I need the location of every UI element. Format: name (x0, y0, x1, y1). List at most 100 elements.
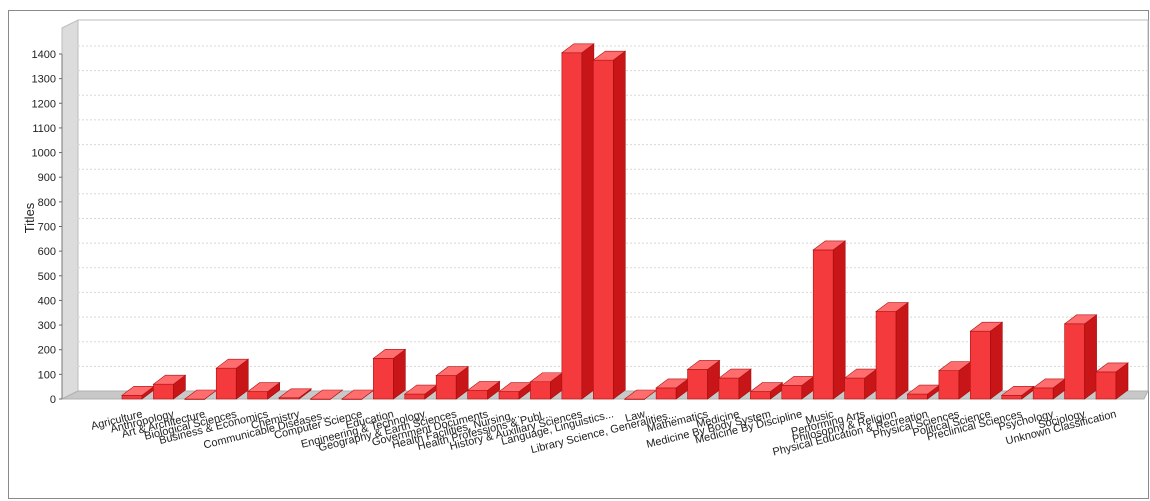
bar-top (278, 388, 312, 399)
bar-top (969, 321, 1004, 332)
bar-side (832, 240, 846, 400)
bar-top (246, 382, 281, 392)
bar-top (1095, 362, 1129, 373)
y-tick-label: 1000 (32, 148, 56, 160)
bar-top (152, 374, 187, 385)
y-tick-label: 100 (38, 369, 56, 381)
bar-front (435, 375, 457, 400)
bar-top (875, 302, 909, 312)
bar-top (592, 50, 627, 61)
y-tick-label: 1100 (32, 123, 56, 135)
bar (592, 50, 627, 400)
grid-line-side (61, 267, 79, 277)
y-tick-label: 1400 (32, 49, 56, 61)
bar-front (530, 381, 551, 400)
grid-line-side (61, 119, 79, 129)
bar-top (1000, 386, 1035, 396)
grid-line-side (61, 316, 79, 326)
bar-front (1064, 323, 1085, 400)
plot-side-wall (61, 19, 79, 400)
bar (749, 382, 784, 400)
bar-front (215, 367, 237, 400)
grid-line-side (61, 341, 79, 351)
bar-front (373, 358, 394, 400)
bar-side (612, 50, 626, 400)
bar-front (655, 387, 677, 400)
bar (686, 359, 721, 400)
bar-front (970, 330, 991, 400)
bar (1063, 314, 1098, 400)
bar (718, 368, 752, 400)
bar-front (718, 377, 740, 400)
y-tick-label: 0 (50, 394, 56, 406)
bar-front (844, 377, 865, 400)
bar (278, 388, 312, 400)
y-tick-label: 700 (38, 222, 56, 234)
bar-top (466, 381, 501, 391)
bar-top (1063, 314, 1098, 325)
y-tick-label: 900 (38, 172, 56, 184)
bar (466, 380, 501, 400)
grid-line-side (61, 218, 79, 227)
y-tick-label: 800 (38, 197, 56, 209)
bar-top (560, 43, 595, 54)
y-tick-label: 200 (38, 345, 56, 357)
bar-front (153, 383, 174, 400)
bar-front (404, 393, 426, 400)
bar-front (1001, 395, 1023, 400)
bar (215, 358, 250, 400)
bar-front (247, 391, 268, 400)
bar (560, 43, 595, 400)
y-tick-label: 1200 (32, 98, 56, 110)
bar-side (581, 43, 595, 400)
bar (1095, 362, 1129, 400)
bar-top (215, 358, 250, 369)
bar-top (749, 382, 784, 392)
bar-front (1095, 371, 1117, 400)
y-tick-label: 600 (38, 246, 56, 258)
bar (780, 375, 815, 400)
y-tick-label: 1300 (32, 74, 56, 86)
bar-front (875, 311, 897, 400)
y-tick-label: 300 (38, 320, 56, 332)
bar (938, 361, 972, 400)
bar-top (718, 368, 752, 379)
grid-line-side (61, 365, 79, 375)
grid-line-side (61, 291, 79, 301)
bar-top (686, 360, 721, 370)
bar-front (938, 370, 960, 400)
y-axis-title: Titles (22, 202, 37, 233)
bar (246, 382, 281, 400)
grid-line-side (61, 242, 79, 252)
bar-front (121, 395, 143, 400)
grid-line-side (61, 94, 79, 104)
bar (655, 378, 690, 400)
bar-front (467, 390, 488, 400)
bar (152, 374, 187, 400)
grid-line-side (61, 70, 79, 80)
grid-line-side (61, 193, 79, 203)
bar-front (498, 391, 520, 400)
bar-top (309, 389, 344, 400)
bar-front (687, 369, 708, 400)
bar-top (812, 240, 847, 251)
bar (969, 321, 1004, 400)
bar (843, 368, 878, 400)
grid-line-side (61, 45, 79, 55)
bar-front (781, 385, 803, 400)
bar (309, 389, 344, 400)
bar-front (812, 249, 834, 400)
y-tick-label: 500 (38, 271, 56, 283)
bar-top (435, 366, 470, 376)
bar-front (592, 59, 614, 400)
y-tick-label: 400 (38, 295, 56, 307)
grid-line-side (61, 144, 79, 154)
bar (812, 240, 847, 400)
bar-side (895, 301, 909, 400)
bar (906, 384, 941, 400)
bar-front (907, 393, 928, 400)
bar-side (990, 321, 1003, 400)
bar (498, 382, 532, 400)
bar-front (1032, 387, 1054, 400)
